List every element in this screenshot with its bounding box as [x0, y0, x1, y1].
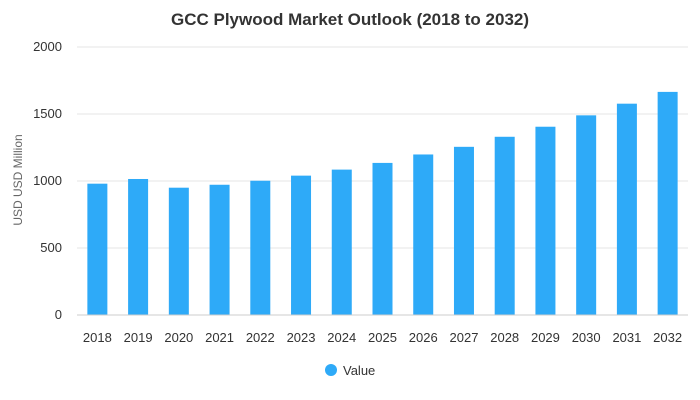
- y-tick-label: 0: [55, 307, 62, 322]
- x-tick-label-2024: 2024: [327, 330, 356, 345]
- bar-2020[interactable]: [168, 187, 189, 315]
- x-tick-label-2030: 2030: [572, 330, 601, 345]
- y-tick-label: 1000: [33, 173, 62, 188]
- legend[interactable]: Value: [325, 363, 375, 378]
- bar-2024[interactable]: [331, 169, 352, 315]
- x-tick-label-2018: 2018: [83, 330, 112, 345]
- y-tick-label: 500: [40, 240, 62, 255]
- bar-2027[interactable]: [453, 146, 474, 315]
- x-tick-label-2027: 2027: [450, 330, 479, 345]
- bar-2018[interactable]: [87, 183, 108, 315]
- x-tick-label-2022: 2022: [246, 330, 275, 345]
- x-tick-label-2023: 2023: [287, 330, 316, 345]
- chart-title: GCC Plywood Market Outlook (2018 to 2032…: [171, 10, 529, 29]
- x-tick-label-2019: 2019: [124, 330, 153, 345]
- bar-2025[interactable]: [372, 162, 393, 315]
- bar-2029[interactable]: [535, 126, 556, 315]
- bar-2030[interactable]: [576, 115, 597, 315]
- x-tick-label-2028: 2028: [490, 330, 519, 345]
- x-tick-label-2021: 2021: [205, 330, 234, 345]
- bar-2032[interactable]: [657, 91, 678, 315]
- bar-2021[interactable]: [209, 184, 230, 315]
- bar-2031[interactable]: [616, 103, 637, 315]
- x-tick-label-2031: 2031: [612, 330, 641, 345]
- bars: [87, 91, 678, 315]
- x-tick-label-2029: 2029: [531, 330, 560, 345]
- bar-2028[interactable]: [494, 136, 515, 315]
- legend-label-value: Value: [343, 363, 375, 378]
- bar-2019[interactable]: [128, 178, 149, 315]
- x-tick-label-2020: 2020: [164, 330, 193, 345]
- bar-2026[interactable]: [413, 154, 434, 315]
- bar-2023[interactable]: [291, 175, 312, 315]
- y-tick-label: 2000: [33, 39, 62, 54]
- bar-2022[interactable]: [250, 180, 271, 315]
- x-tick-label-2025: 2025: [368, 330, 397, 345]
- x-tick-label-2032: 2032: [653, 330, 682, 345]
- x-tick-label-2026: 2026: [409, 330, 438, 345]
- x-axis-ticks: 2018 2019 2020 2021 2022 2023 2024 2025 2026 2027…: [83, 330, 682, 345]
- y-tick-label: 1500: [33, 106, 62, 121]
- y-axis-ticks: 0 500 1000 1500 2000: [33, 39, 62, 322]
- y-axis-label: USD USD Million: [11, 134, 25, 225]
- legend-marker-value: [325, 364, 337, 376]
